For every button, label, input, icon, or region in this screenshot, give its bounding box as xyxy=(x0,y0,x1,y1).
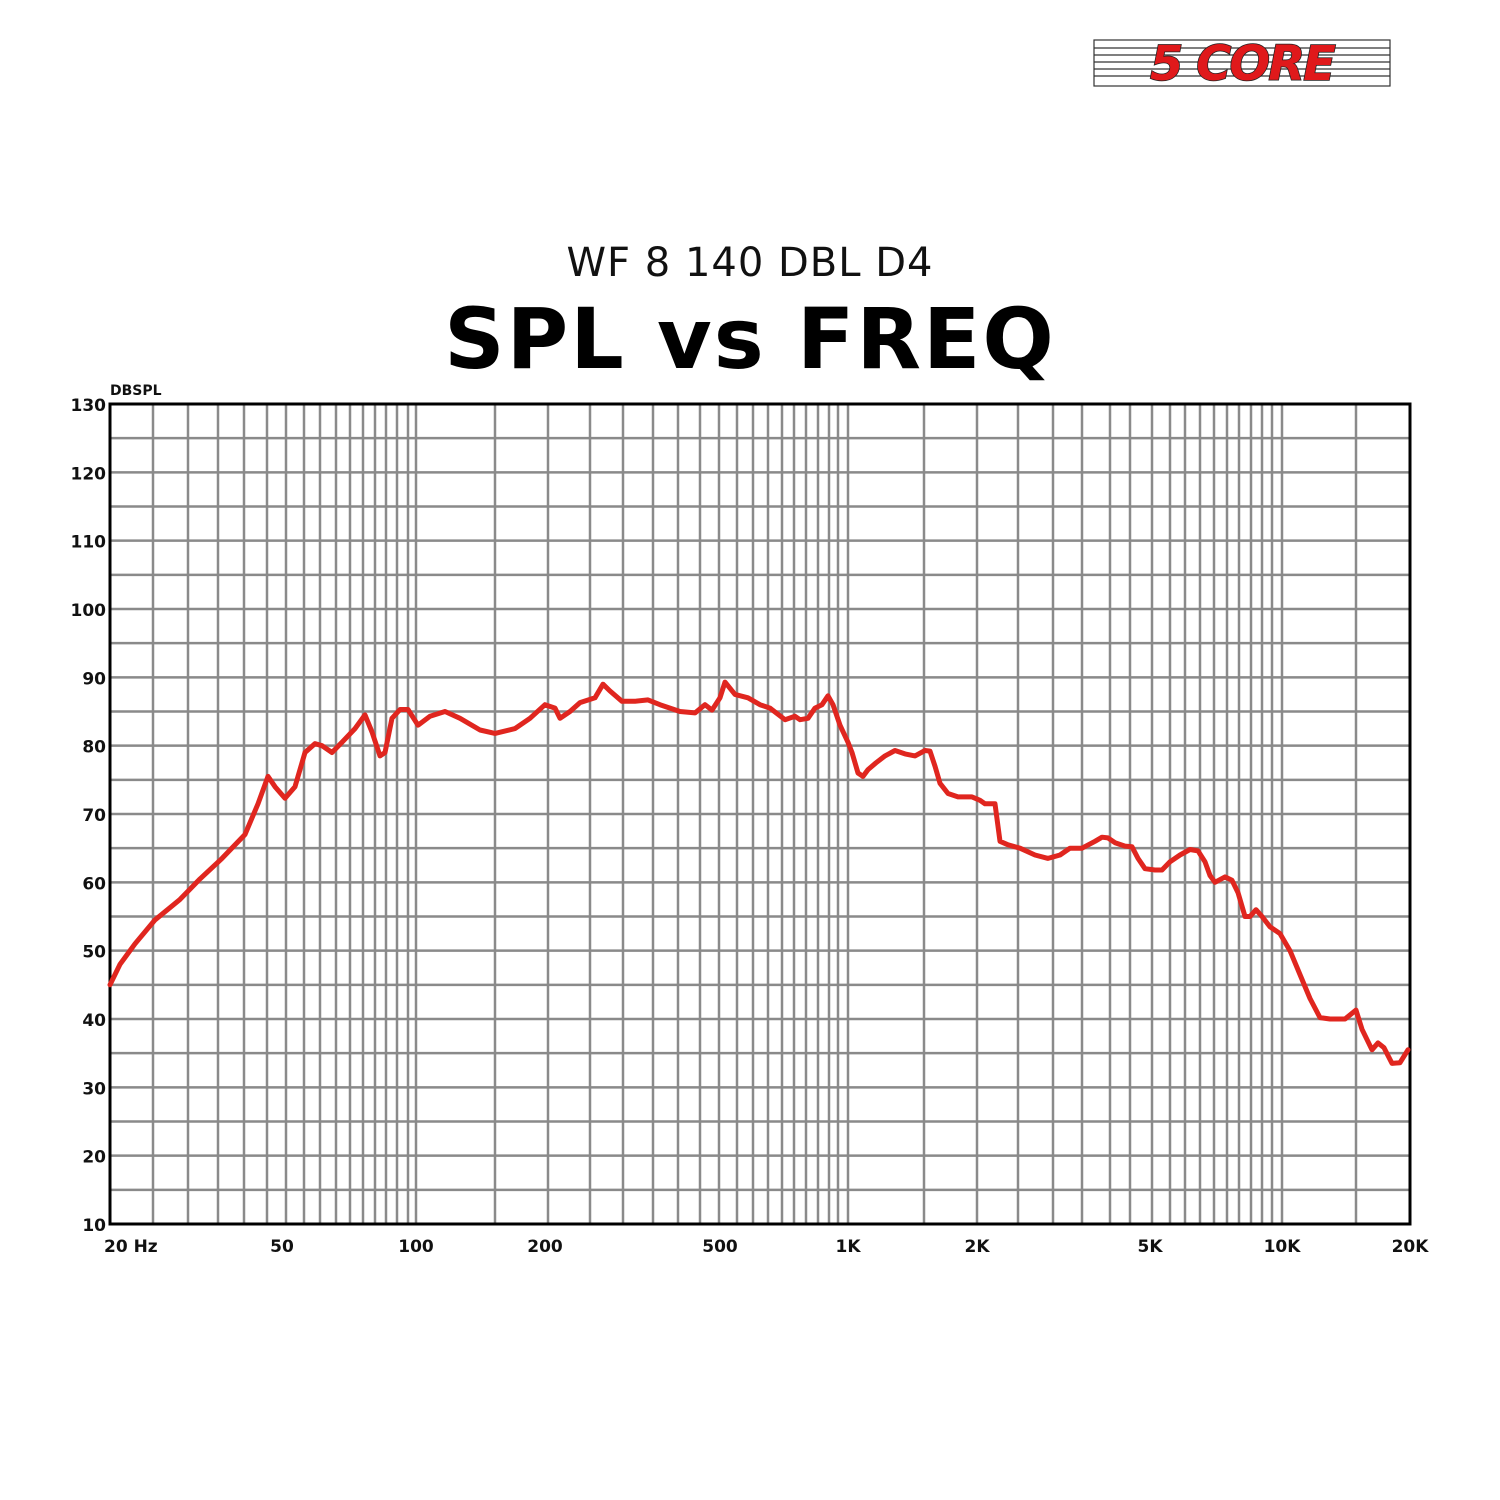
x-tick-label: 100 xyxy=(398,1237,434,1257)
x-tick-label: 5K xyxy=(1137,1237,1163,1257)
x-tick-label: 20K xyxy=(1392,1237,1430,1257)
vertical-gridlines xyxy=(151,404,1358,1224)
y-tick-label: 110 xyxy=(71,533,107,553)
x-tick-label: 20 Hz xyxy=(104,1237,158,1257)
y-tick-label: 10 xyxy=(82,1216,106,1236)
brand-logo: 5 CORE xyxy=(1092,28,1392,96)
chart-title: SPL vs FREQ xyxy=(444,290,1056,388)
y-tick-label: 50 xyxy=(82,943,106,963)
x-tick-label: 1K xyxy=(835,1237,861,1257)
y-tick-label: 100 xyxy=(71,601,107,621)
x-tick-label: 2K xyxy=(964,1237,990,1257)
x-tick-label: 50 xyxy=(270,1237,294,1257)
logo-text: 5 CORE xyxy=(1150,36,1336,92)
y-tick-label: 30 xyxy=(82,1079,106,1099)
y-tick-label: 70 xyxy=(82,806,106,826)
y-axis-unit-label: DBSPL xyxy=(110,383,162,399)
y-tick-label: 130 xyxy=(71,396,107,416)
y-tick-label: 40 xyxy=(82,1011,106,1031)
x-tick-label: 10K xyxy=(1264,1237,1302,1257)
y-tick-label: 80 xyxy=(82,738,106,758)
y-tick-label: 60 xyxy=(82,874,106,894)
y-tick-label: 20 xyxy=(82,1148,106,1168)
model-subtitle: WF 8 140 DBL D4 xyxy=(566,240,934,286)
x-tick-label: 200 xyxy=(527,1237,563,1257)
y-tick-label: 90 xyxy=(82,669,106,689)
y-axis-labels: 130 120 110 100 90 80 70 60 50 40 30 20 10 xyxy=(71,396,107,1236)
plot-frame xyxy=(108,402,1412,1226)
y-tick-label: 120 xyxy=(71,464,107,484)
spl-curve xyxy=(107,679,1411,1066)
x-tick-label: 500 xyxy=(702,1237,738,1257)
x-axis-labels: 20 Hz 50 100 200 500 1K 2K 5K 10K 20K xyxy=(104,1237,1429,1257)
